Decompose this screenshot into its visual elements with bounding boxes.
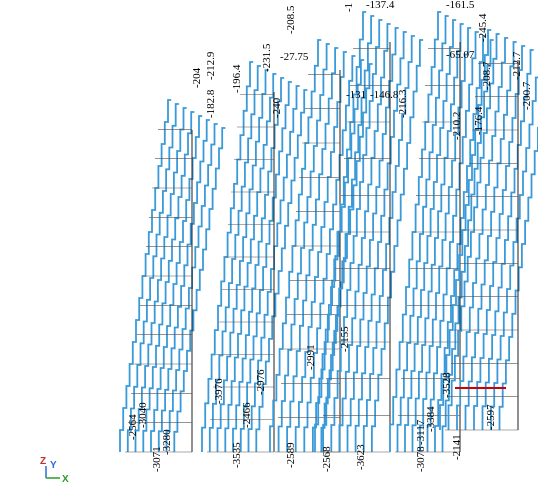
force-label: -240 <box>271 97 283 118</box>
frame-model <box>120 12 538 452</box>
force-label: -3528 <box>441 372 453 398</box>
force-label: -65.07 <box>446 49 475 61</box>
force-label: -245.4 <box>477 13 489 42</box>
force-label: -131 <box>346 89 366 101</box>
force-label: -204 <box>191 67 203 88</box>
force-label: -3976 <box>213 378 225 404</box>
force-label: -3623 <box>355 444 367 470</box>
force-label: -161.5 <box>446 0 475 11</box>
force-label: -210.2 <box>451 112 463 140</box>
force-label: -2141 <box>451 434 463 460</box>
force-label: -2466 <box>241 402 253 428</box>
member <box>128 104 179 452</box>
force-label: -3280 <box>161 429 173 455</box>
force-label: -216.3 <box>397 89 409 118</box>
axis-label: Y <box>50 460 57 471</box>
force-label: -212.7 <box>511 51 523 80</box>
force-label: -212.9 <box>205 51 217 80</box>
force-label: -208.5 <box>285 5 297 34</box>
force-label: -200.7 <box>521 81 533 110</box>
force-label: -231.5 <box>261 43 273 72</box>
force-label: -1 <box>343 3 355 12</box>
force-label: -137.4 <box>366 0 395 11</box>
force-label: -2991 <box>305 344 317 370</box>
force-label: -2597 <box>485 404 497 430</box>
force-label: -3078 <box>415 446 427 472</box>
force-label: -208.7 <box>481 61 493 90</box>
force-label: -176.4 <box>473 106 485 135</box>
axis-label: X <box>62 474 69 485</box>
force-label: -146.8 <box>370 89 399 101</box>
force-label: -2976 <box>255 369 267 395</box>
viewport: -204 -212.9 -196.4 -182.8 -231.5 -208.5 … <box>0 0 538 490</box>
force-label: -196.4 <box>231 64 243 93</box>
force-label: -2589 <box>285 442 297 468</box>
force-label: -3535 <box>231 442 243 468</box>
force-label: -27.75 <box>280 51 309 63</box>
axis-triad: Z Y X <box>40 456 69 485</box>
axis-label: Z <box>40 456 46 467</box>
force-label: -182.8 <box>205 89 217 118</box>
force-label: -2155 <box>339 326 351 352</box>
force-label: -3384 <box>425 406 437 432</box>
force-label: -2568 <box>321 446 333 472</box>
member <box>466 42 517 430</box>
force-label: -3040 <box>137 402 149 428</box>
